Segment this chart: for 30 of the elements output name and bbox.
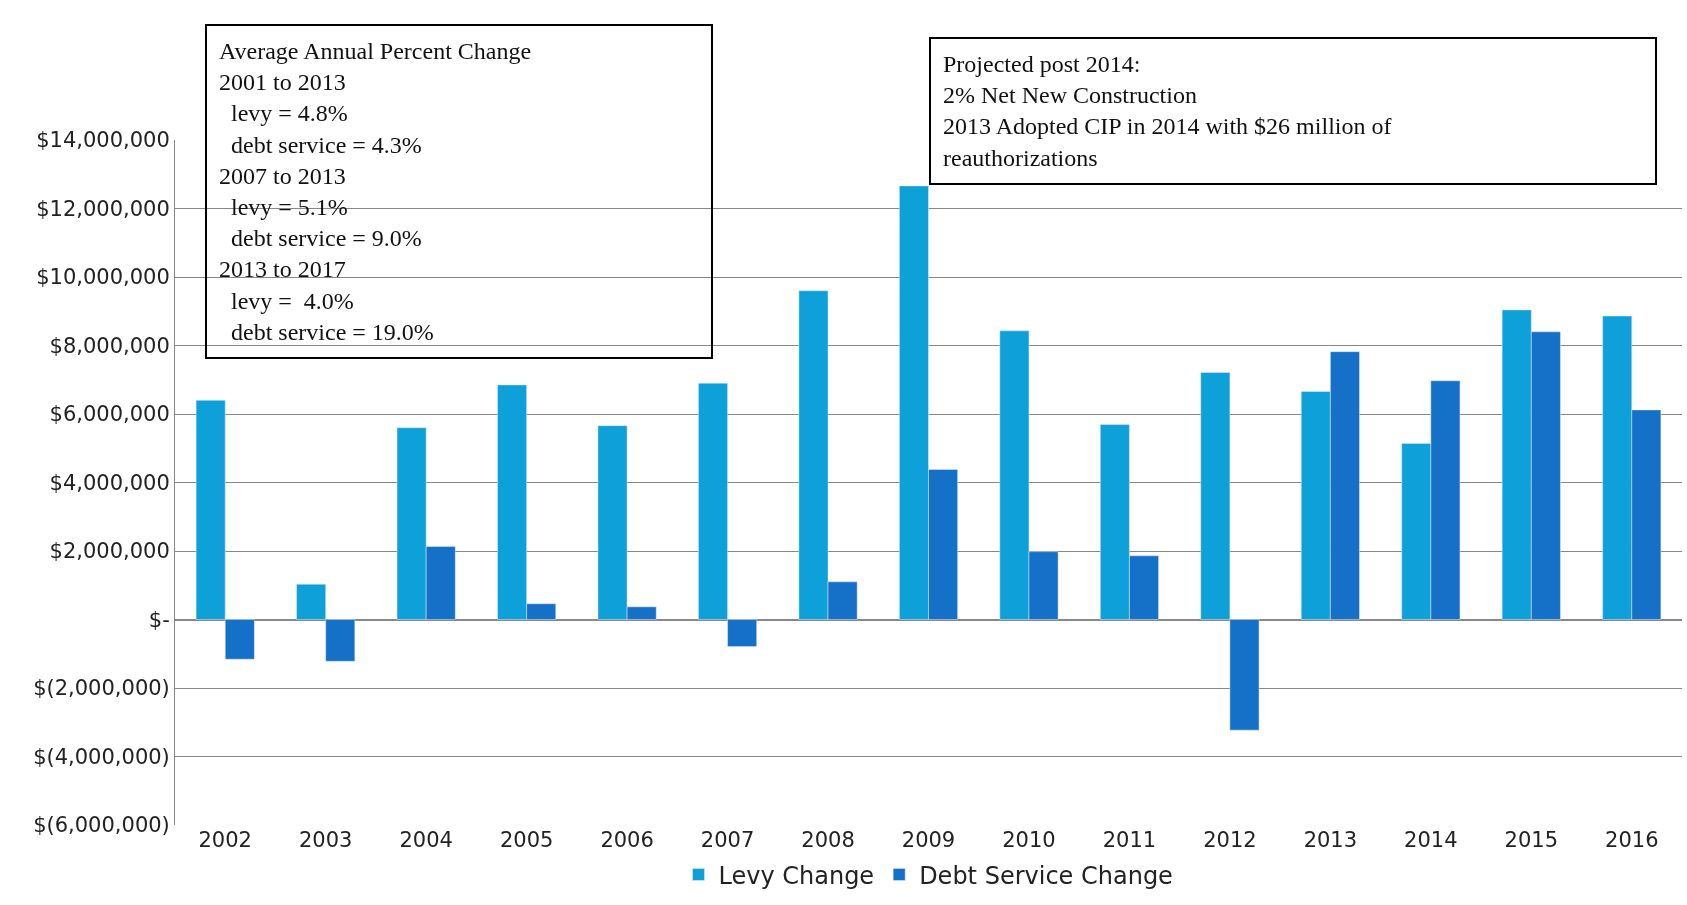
y-tick-label: $(6,000,000)	[33, 813, 170, 838]
legend-label: Debt Service Change	[919, 861, 1173, 890]
y-tick-label: $14,000,000	[36, 128, 170, 153]
x-tick-label: 2016	[1605, 828, 1659, 852]
y-tick-label: $6,000,000	[49, 402, 170, 427]
y-tick-label: $-	[148, 607, 170, 632]
x-tick-label: 2012	[1203, 828, 1257, 852]
x-tick-label: 2005	[499, 828, 554, 852]
y-tick-label: $10,000,000	[36, 265, 170, 290]
annotation: Projected post 2014: 2% Net New Construction 2013 Adopted CIP in 2014 with $26 million of reauthorizations	[943, 51, 1392, 171]
x-tick-label: 2008	[801, 828, 855, 852]
y-tick-label: $2,000,000	[49, 539, 170, 564]
y-tick-label: $(4,000,000)	[33, 744, 170, 769]
x-tick-label: 2004	[399, 828, 453, 852]
y-tick-label: $12,000,000	[36, 196, 170, 221]
text: Average Annual Percent Change 2001 to 2013 levy = 4.8% debt service = 4.3% 2007 to 2013 levy = 5.1% debt service = 9.0% 2013 to 2017 levy = 4.0% debt service = 19.0%	[219, 38, 532, 345]
legend-label: Levy Change	[718, 861, 875, 890]
y-tick-label: $(2,000,000)	[33, 676, 170, 701]
x-tick-label: 2015	[1504, 828, 1559, 852]
x-tick-label: 2011	[1102, 828, 1157, 852]
y-tick-label: $8,000,000	[49, 333, 170, 358]
x-tick-label: 2009	[901, 828, 956, 852]
x-tick-label: 2014	[1404, 828, 1458, 852]
y-tick-label: $4,000,000	[49, 470, 170, 495]
x-tick-label: 2002	[198, 828, 252, 852]
x-tick-label: 2006	[600, 828, 654, 852]
x-tick-label: 2010	[1002, 828, 1056, 852]
x-tick-label: 2007	[700, 828, 755, 852]
x-tick-label: 2003	[298, 828, 353, 852]
x-tick-label: 2013	[1303, 828, 1358, 852]
